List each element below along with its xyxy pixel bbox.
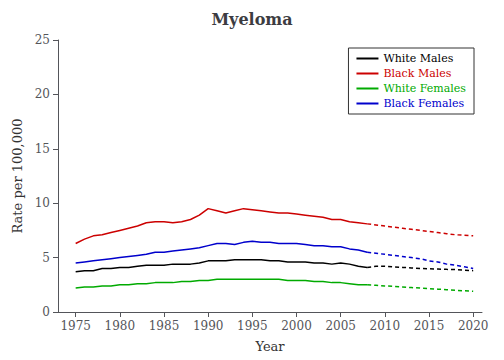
svg-text:10: 10: [35, 196, 50, 210]
svg-text:Black Females: Black Females: [383, 97, 464, 110]
svg-text:15: 15: [35, 142, 50, 156]
svg-text:Black Males: Black Males: [383, 67, 451, 80]
svg-text:Myeloma: Myeloma: [211, 10, 292, 29]
svg-text:5: 5: [42, 251, 50, 265]
svg-text:20: 20: [35, 87, 50, 101]
svg-text:2015: 2015: [414, 319, 445, 333]
svg-text:1995: 1995: [237, 319, 268, 333]
svg-text:2010: 2010: [370, 319, 401, 333]
svg-text:2020: 2020: [458, 319, 489, 333]
svg-text:Rate per 100,000: Rate per 100,000: [10, 118, 25, 233]
svg-text:1990: 1990: [193, 319, 224, 333]
svg-text:25: 25: [35, 33, 50, 47]
svg-text:Year: Year: [254, 339, 285, 354]
svg-text:1985: 1985: [149, 319, 180, 333]
svg-text:2005: 2005: [325, 319, 356, 333]
svg-text:White Females: White Females: [383, 82, 466, 95]
svg-text:0: 0: [42, 305, 50, 319]
svg-text:1980: 1980: [105, 319, 136, 333]
svg-text:White Males: White Males: [383, 52, 453, 65]
svg-text:1975: 1975: [60, 319, 91, 333]
svg-text:2000: 2000: [281, 319, 312, 333]
